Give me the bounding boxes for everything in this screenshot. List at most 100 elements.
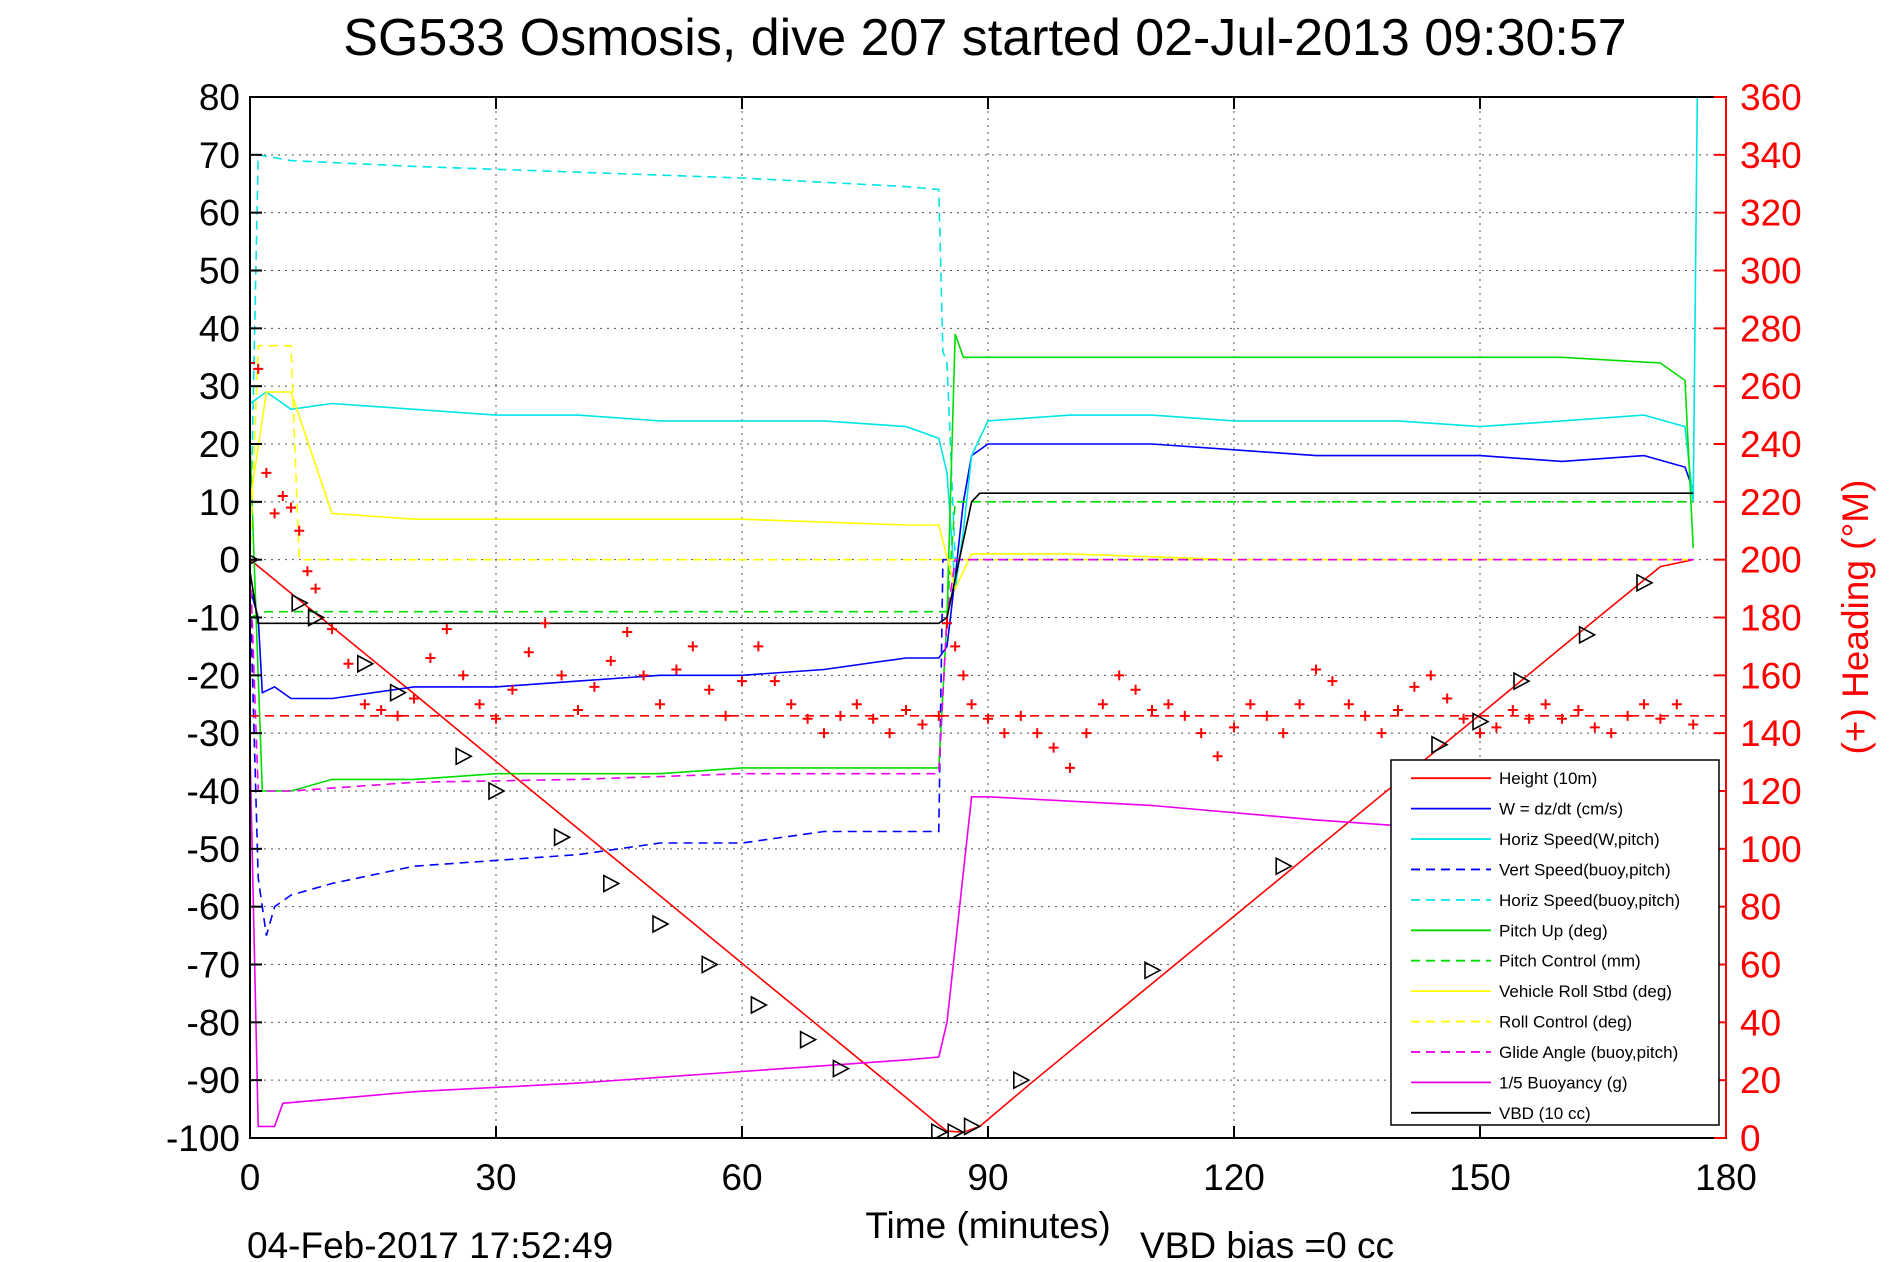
heading-point (1540, 699, 1551, 710)
legend-entry-label: Horiz Speed(W,pitch) (1499, 830, 1660, 849)
y-tick-label-right: 200 (1740, 540, 1802, 581)
waypoint-marker (291, 593, 309, 613)
legend-entry-label: VBD (10 cc) (1499, 1104, 1591, 1123)
heading-point (1639, 699, 1649, 710)
x-tick-label: 180 (1695, 1157, 1757, 1198)
heading-point (589, 681, 600, 692)
heading-point (769, 676, 780, 687)
heading-point (1573, 705, 1584, 716)
y-tick-label-left: -50 (187, 829, 240, 870)
y-tick-label-right: 80 (1740, 887, 1781, 928)
waypoint-marker (307, 608, 326, 627)
series-group (250, 97, 1726, 1138)
y-tick-label-right: 20 (1740, 1060, 1781, 1101)
heading-point (441, 624, 452, 635)
x-tick-label: 120 (1203, 1157, 1265, 1198)
heading-point (655, 699, 665, 710)
legend-entry-label: 1/5 Buoyancy (g) (1499, 1073, 1628, 1092)
heading-point (1589, 722, 1600, 733)
heading-point (1376, 728, 1387, 739)
heading-point (1065, 762, 1075, 773)
heading-point (999, 728, 1010, 739)
x-tick-label: 30 (475, 1157, 516, 1198)
waypoint-marker (553, 827, 572, 847)
legend: Height (10m) W = dz/dt (cm/s) Horiz Speed(… (1390, 759, 1720, 1126)
legend-entry-label: Glide Angle (buoy,pitch) (1499, 1043, 1678, 1062)
heading-point (1688, 719, 1699, 730)
y-tick-label-right: 360 (1740, 77, 1802, 118)
waypoint-marker (947, 1122, 965, 1138)
heading-point (737, 676, 747, 687)
heading-point (523, 647, 534, 658)
heading-point (491, 713, 501, 724)
heading-point (1360, 710, 1371, 721)
y-tick-label-right: 240 (1740, 424, 1802, 465)
y-tick-label-right: 280 (1740, 308, 1802, 349)
y-tick-label-right: 260 (1740, 366, 1802, 407)
heading-point (458, 670, 469, 681)
chart-title: SG533 Osmosis, dive 207 started 02-Jul-2… (343, 9, 1626, 67)
heading-point (1458, 713, 1469, 724)
x-tick-label: 150 (1449, 1157, 1511, 1198)
heading-point (1163, 699, 1174, 710)
heading-point (1442, 693, 1453, 704)
y-tick-label-right: 220 (1740, 482, 1802, 523)
y-tick-label-left: -40 (187, 771, 240, 812)
heading-point (966, 699, 977, 710)
series-line-1 (250, 443, 1694, 700)
waypoint-marker (799, 1030, 818, 1050)
y-tick-label-left: 60 (199, 193, 240, 234)
heading-point (1491, 722, 1502, 733)
heading-point (1507, 705, 1518, 716)
heading-point (1212, 751, 1223, 762)
heading-point (286, 502, 296, 513)
heading-point (1294, 699, 1305, 710)
y-tick-label-left: -10 (187, 598, 240, 639)
y-tick-label-left: -60 (187, 887, 240, 928)
heading-point (556, 670, 567, 681)
x-tick-label: 60 (721, 1157, 762, 1198)
heading-point (1393, 705, 1403, 716)
y-tick-label-left: -70 (187, 945, 240, 986)
heading-point (704, 684, 715, 695)
heading-point (1524, 713, 1535, 724)
x-tick-label: 90 (967, 1157, 1008, 1198)
legend-entry-label: Pitch Up (deg) (1499, 921, 1608, 940)
heading-point (1475, 728, 1485, 739)
legend-box (1390, 759, 1720, 1126)
waypoint-marker (701, 955, 719, 974)
heading-point (671, 664, 682, 675)
heading-point (901, 705, 911, 716)
heading-point (261, 467, 272, 478)
y-tick-label-left: -30 (187, 713, 240, 754)
heading-point (1048, 742, 1059, 753)
series-line-10 (250, 750, 1481, 1128)
y-tick-label-left: -90 (187, 1060, 240, 1101)
heading-point (277, 491, 288, 502)
heading-point (835, 710, 846, 721)
heading-point (392, 710, 403, 721)
heading-point (1147, 705, 1157, 716)
legend-entry-label: Vehicle Roll Stbd (deg) (1499, 982, 1672, 1001)
y-tick-label-right: 100 (1740, 829, 1802, 870)
heading-point (250, 358, 255, 369)
heading-point (687, 641, 698, 652)
heading-point (253, 363, 264, 374)
heading-point (786, 699, 797, 710)
y-tick-label-left: -100 (166, 1118, 240, 1159)
y-tick-label-left: 50 (199, 251, 240, 292)
heading-point (1081, 728, 1092, 739)
waypoint-marker (1578, 625, 1597, 645)
heading-point (327, 624, 337, 635)
heading-point (1655, 713, 1666, 724)
heading-point (1311, 664, 1321, 675)
heading-point (409, 693, 419, 704)
heading-point (1409, 681, 1420, 692)
x-axis-label: Time (minutes) (865, 1205, 1110, 1246)
y-tick-label-left: 0 (219, 540, 240, 581)
waypoint-marker (652, 914, 670, 934)
heading-point (1343, 699, 1354, 710)
y-tick-label-left: -80 (187, 1002, 240, 1043)
waypoint-marker (389, 683, 408, 703)
heading-point (269, 508, 280, 519)
